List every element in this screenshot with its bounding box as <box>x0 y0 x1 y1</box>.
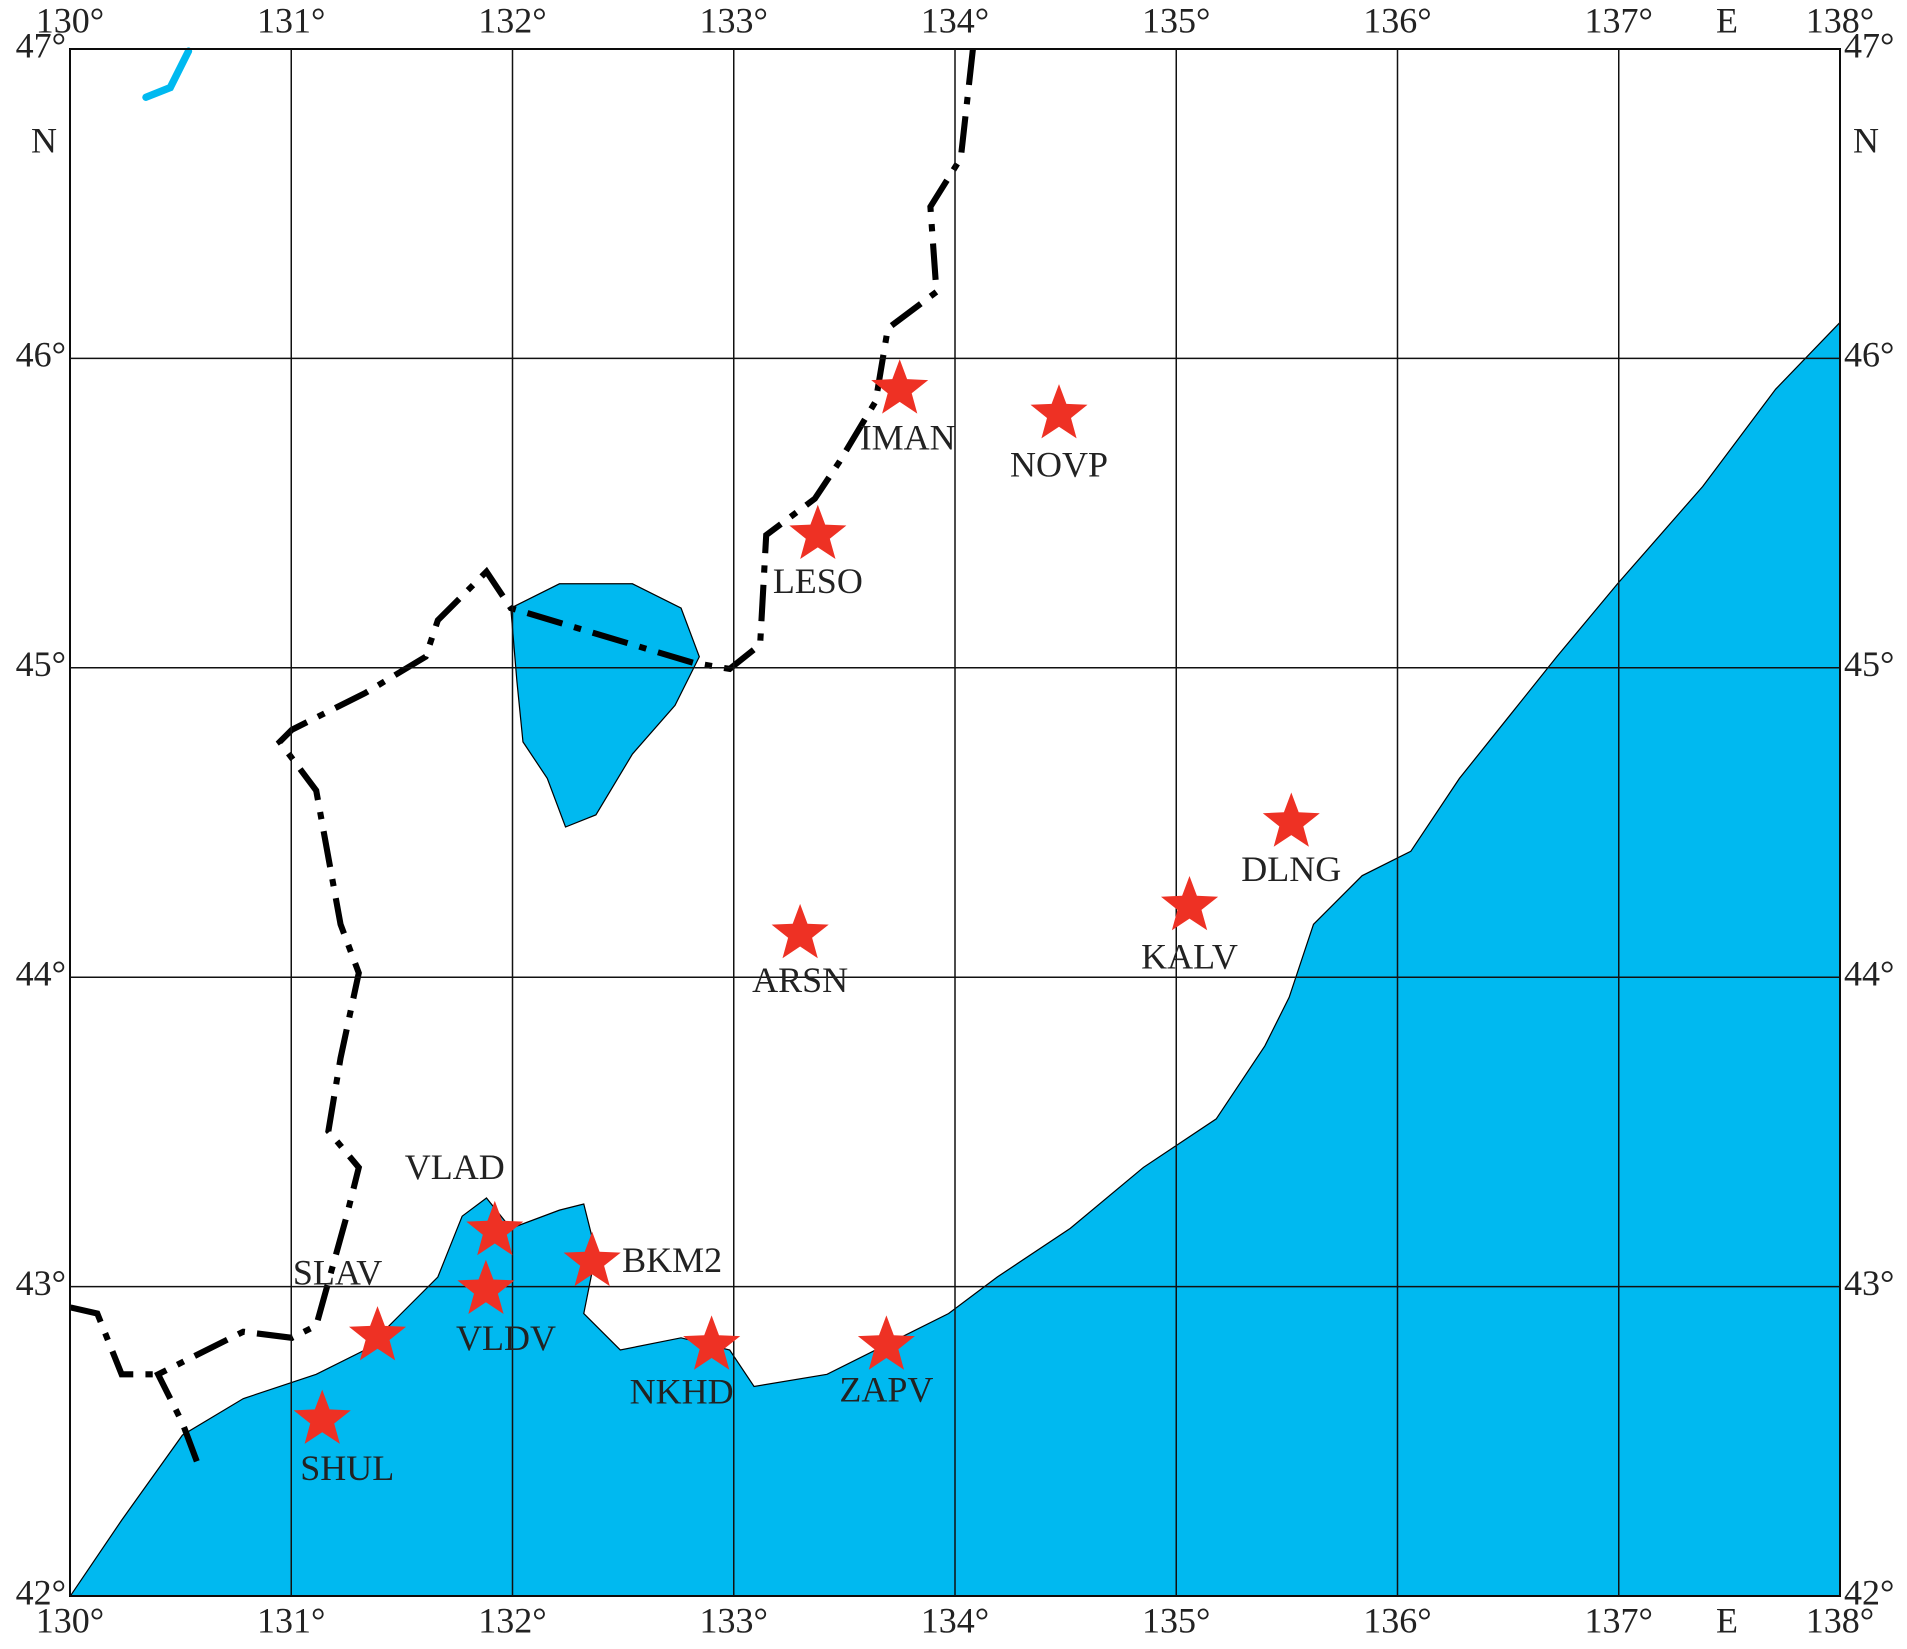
x-axis-label: E <box>1716 1600 1738 1640</box>
x-tick-label: 135° <box>1142 1600 1210 1640</box>
y-tick-label: 47° <box>16 25 66 65</box>
station-label: KALV <box>1141 936 1238 976</box>
x-tick-label: 130° <box>36 0 104 40</box>
river <box>142 47 193 101</box>
station-marker <box>457 1259 515 1314</box>
station-marker <box>789 504 847 559</box>
x-tick-label: 136° <box>1363 0 1431 40</box>
station-marker <box>1161 876 1219 931</box>
station-marker <box>771 903 829 959</box>
x-tick-label: 134° <box>921 0 989 40</box>
y-tick-label: 46° <box>1844 335 1894 375</box>
lake-khanka <box>510 583 700 828</box>
station-label: ARSN <box>752 960 848 1000</box>
x-tick-label: 131° <box>257 0 325 40</box>
y-tick-label: 44° <box>16 953 66 993</box>
station-marker <box>293 1389 351 1444</box>
x-tick-label: 136° <box>1363 1600 1431 1640</box>
x-tick-label: 137° <box>1585 0 1653 40</box>
y-tick-label: 47° <box>1844 25 1894 65</box>
station-label: NOVP <box>1010 444 1108 484</box>
station-marker <box>349 1306 407 1361</box>
station-marker <box>857 1315 915 1370</box>
station-label: ZAPV <box>839 1370 933 1410</box>
y-axis-label: N <box>1853 120 1879 160</box>
y-tick-label: 45° <box>16 644 66 684</box>
x-axis-label: E <box>1716 0 1738 40</box>
x-tick-label: 135° <box>1142 0 1210 40</box>
station-label: NKHD <box>630 1372 734 1412</box>
station-label: IMAN <box>860 418 956 458</box>
x-tick-label: 130° <box>36 1600 104 1640</box>
y-axis-label: N <box>31 120 57 160</box>
station-label: VLDV <box>456 1318 556 1358</box>
station-label: LESO <box>773 561 863 601</box>
x-tick-label: 132° <box>478 1600 546 1640</box>
station-label: BKM2 <box>622 1240 722 1280</box>
station-marker <box>563 1231 621 1287</box>
y-tick-label: 42° <box>1844 1572 1894 1612</box>
y-tick-label: 43° <box>16 1263 66 1303</box>
y-tick-label: 44° <box>1844 953 1894 993</box>
station-marker <box>1030 384 1088 439</box>
border <box>69 1304 159 1378</box>
x-tick-label: 138° <box>1806 1600 1874 1640</box>
y-tick-label: 46° <box>16 335 66 375</box>
x-tick-label: 134° <box>921 1600 989 1640</box>
station-label: VLAD <box>405 1147 505 1187</box>
station-marker <box>466 1200 524 1256</box>
x-tick-label: 132° <box>478 0 546 40</box>
x-tick-label: 138° <box>1806 0 1874 40</box>
station-marker <box>871 359 929 414</box>
border <box>154 48 976 1473</box>
x-tick-label: 137° <box>1585 1600 1653 1640</box>
y-tick-label: 43° <box>1844 1263 1894 1303</box>
x-tick-label: 133° <box>700 0 768 40</box>
station-marker <box>1262 792 1320 847</box>
x-tick-label: 131° <box>257 1600 325 1640</box>
station-label: SHUL <box>300 1448 394 1488</box>
station-label: DLNG <box>1241 849 1341 889</box>
x-tick-label: 133° <box>700 1600 768 1640</box>
station-marker <box>683 1315 741 1370</box>
y-tick-label: 45° <box>1844 644 1894 684</box>
station-label: SLAV <box>293 1252 382 1292</box>
y-tick-label: 42° <box>16 1572 66 1612</box>
